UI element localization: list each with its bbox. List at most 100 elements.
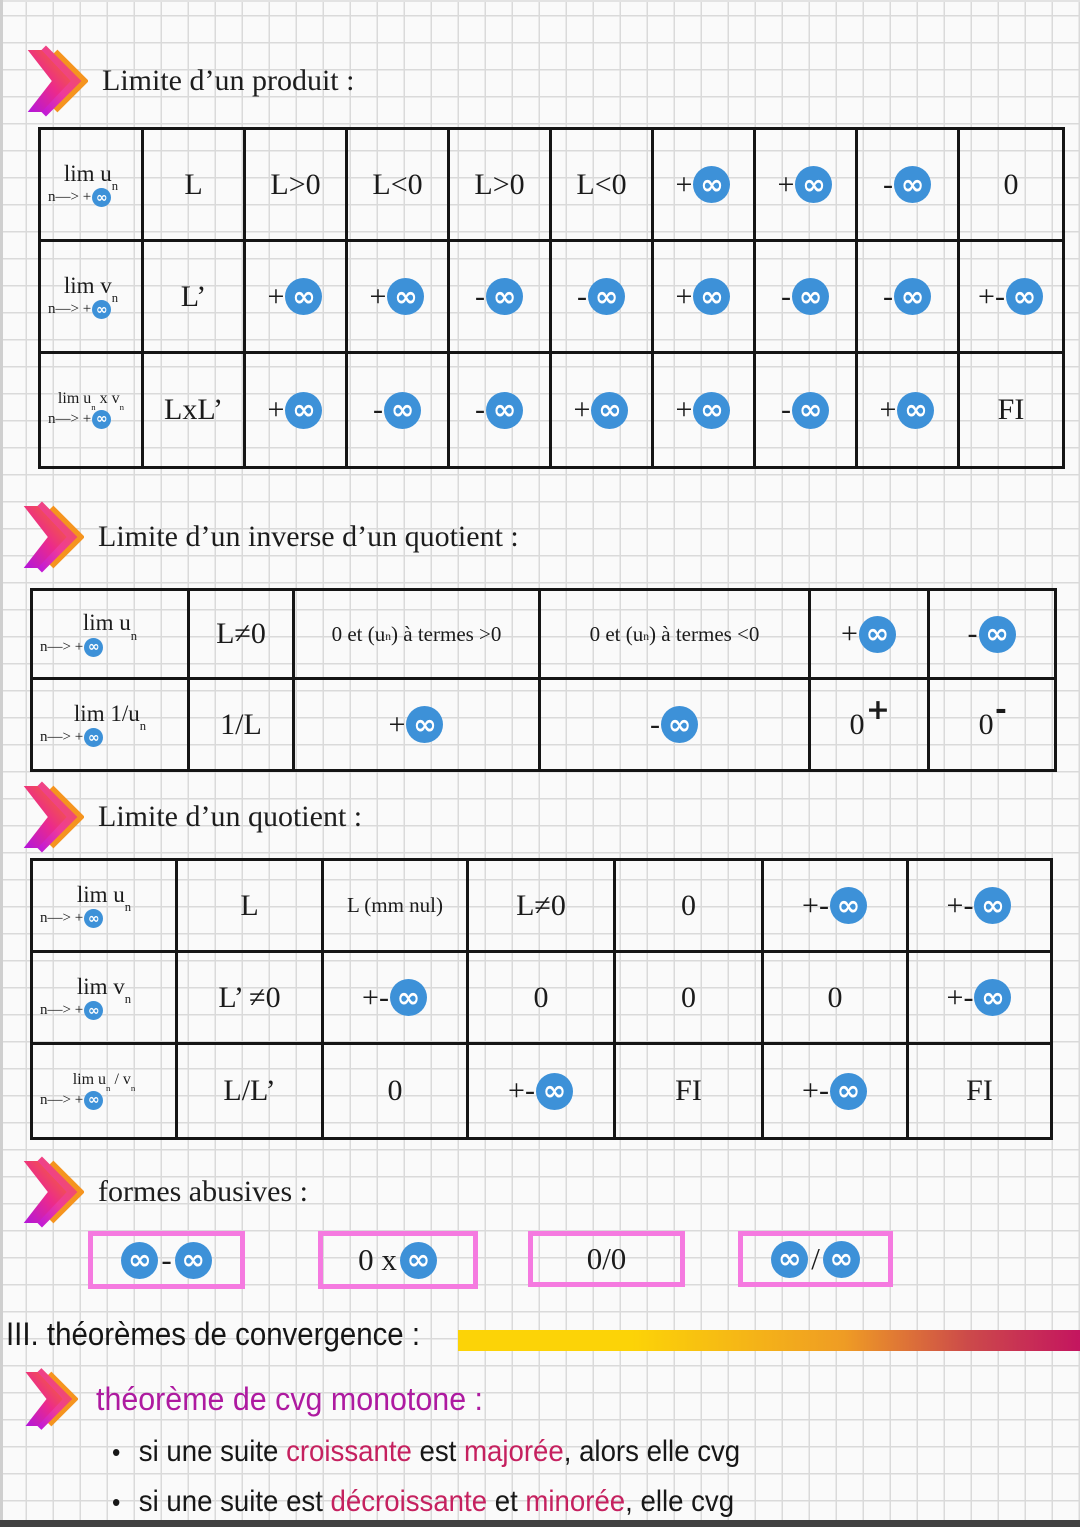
bullet-text: si une suite (138, 1435, 287, 1468)
table-cell: 0 (324, 1045, 469, 1137)
infinity-icon: ∞ (588, 278, 625, 315)
bullet-item: si une suite est décroissante et minorée… (112, 1482, 740, 1522)
section-title: formes abusives : (98, 1175, 308, 1208)
table-cell: L<0 (552, 130, 654, 242)
infinity-icon: ∞ (693, 278, 731, 315)
infinity-icon: ∞ (792, 391, 829, 429)
table-cell: L (144, 130, 246, 242)
table-cell: + ∞ (246, 354, 348, 466)
section-heading-inverse: Limite d’un inverse d’un quotient : (22, 500, 519, 574)
infinity-icon: ∞ (174, 1241, 212, 1279)
infinity-icon: ∞ (387, 278, 425, 315)
infinity-icon: ∞ (974, 887, 1012, 924)
chevron-icon (25, 1368, 78, 1430)
section-title: Limite d’un inverse d’un quotient : (98, 520, 519, 553)
table-cell: - ∞ (858, 242, 960, 354)
table-cell: + ∞ (756, 130, 858, 242)
table-cell: + ∞ (348, 242, 450, 354)
highlighted-term: minorée (525, 1485, 626, 1518)
table-cell: 0 (764, 953, 909, 1045)
highlighted-term: croissante (286, 1435, 412, 1468)
infinity-icon: ∞ (661, 706, 698, 743)
table-cell: + ∞ (811, 591, 930, 680)
table-cell: FI (616, 1045, 764, 1137)
infinity-icon: ∞ (795, 166, 833, 203)
infinity-icon: ∞ (822, 1240, 860, 1278)
table-cell: L’ ≠0 (178, 953, 324, 1045)
table-cell: L (mm nul) (324, 861, 469, 953)
infinity-icon: ∞ (897, 391, 935, 429)
section-heading-cvg-monotone: théorème de cvg monotone : (24, 1366, 503, 1432)
infinity-icon: ∞ (535, 1072, 573, 1110)
table-cell: 0 (616, 861, 764, 953)
table-cell: 0 + (811, 680, 930, 769)
table-cell: + ∞ (858, 354, 960, 466)
chevron-icon (23, 501, 84, 573)
bullet-text: et (487, 1485, 526, 1518)
bullet-text: est (411, 1435, 465, 1468)
abusive-form-box: ∞ / ∞ (738, 1231, 893, 1287)
infinity-icon: ∞ (1005, 278, 1043, 315)
infinity-icon: ∞ (829, 887, 867, 924)
table-cell: - ∞ (756, 242, 858, 354)
abusive-form-box: 0/0 (528, 1231, 685, 1287)
convergence-bullets: si une suite croissante est majorée, alo… (112, 1432, 795, 1527)
table-cell: - ∞ (450, 354, 552, 466)
highlighted-term: décroissante (330, 1485, 488, 1518)
infinity-icon: ∞ (84, 1001, 104, 1021)
bullet-item: si une suite croissante est majorée, alo… (112, 1432, 740, 1472)
table-cell: L>0 (450, 130, 552, 242)
infinity-icon: ∞ (894, 166, 931, 203)
infinity-icon: ∞ (693, 391, 731, 429)
infinity-icon: ∞ (792, 278, 829, 315)
table-cell: +- ∞ (960, 242, 1062, 354)
table-cell: L/L’ (178, 1045, 324, 1137)
table-cell: 0 et (u n) à termes >0 (295, 591, 541, 680)
gradient-underline-bar (458, 1330, 1080, 1351)
table-cell: L≠0 (469, 861, 616, 953)
abusive-form-box: 0 x ∞ (318, 1231, 478, 1289)
table-cell: + ∞ (654, 354, 756, 466)
infinity-icon: ∞ (486, 391, 523, 429)
bullet-text: , elle cvg (625, 1485, 735, 1518)
section-title: Limite d’un produit : (102, 64, 355, 97)
infinity-icon: ∞ (591, 391, 629, 429)
section-title: Limite d’un quotient : (98, 800, 363, 833)
row-label: lim vn n—> + ∞ (33, 953, 178, 1045)
infinity-icon: ∞ (84, 909, 104, 929)
section-heading-abusives: formes abusives : (22, 1155, 308, 1229)
row-label: lim 1/un n—> + ∞ (33, 680, 190, 769)
chevron-icon (27, 45, 88, 117)
table-cell: LxL’ (144, 354, 246, 466)
table-cell: +- ∞ (909, 953, 1050, 1045)
section-title: théorème de cvg monotone : (96, 1380, 483, 1417)
convergence-heading: III. théorèmes de convergence : (6, 1316, 421, 1352)
table-cell: - ∞ (858, 130, 960, 242)
table-cell: + ∞ (552, 354, 654, 466)
row-label: lim un n—> + ∞ (33, 591, 190, 680)
chevron-icon (23, 781, 84, 853)
table-cell: + ∞ (246, 242, 348, 354)
table-cell: 0 (469, 953, 616, 1045)
limit-quotient-table: lim un n—> + ∞ L L (mm nul) L≠0 0 +- ∞ +- ∞ lim vn n… (30, 858, 1053, 1140)
table-cell: + ∞ (295, 680, 541, 769)
chevron-icon (23, 1156, 84, 1228)
infinity-icon: ∞ (84, 637, 104, 657)
abusive-forms-row: ∞ - ∞ 0 x ∞ 0/0 ∞ / ∞ (0, 1231, 1080, 1293)
row-label: lim un x vn n—> + ∞ (41, 354, 144, 466)
infinity-icon: ∞ (693, 166, 731, 203)
table-cell: - ∞ (541, 680, 811, 769)
infinity-icon: ∞ (486, 278, 523, 315)
infinity-icon: ∞ (399, 1241, 437, 1279)
infinity-icon: ∞ (92, 300, 112, 320)
table-cell: - ∞ (930, 591, 1054, 680)
table-cell: + ∞ (654, 242, 756, 354)
infinity-icon: ∞ (285, 391, 323, 429)
table-cell: L’ (144, 242, 246, 354)
table-cell: 1/L (190, 680, 295, 769)
limit-product-table: lim un n—> + ∞ L L>0 L<0 L>0 L<0 + ∞ + ∞ - ∞ 0 lim vn n—… (38, 127, 1065, 469)
table-cell: L (178, 861, 324, 953)
row-label: lim un / vn n—> + ∞ (33, 1045, 178, 1137)
table-cell: - ∞ (348, 354, 450, 466)
